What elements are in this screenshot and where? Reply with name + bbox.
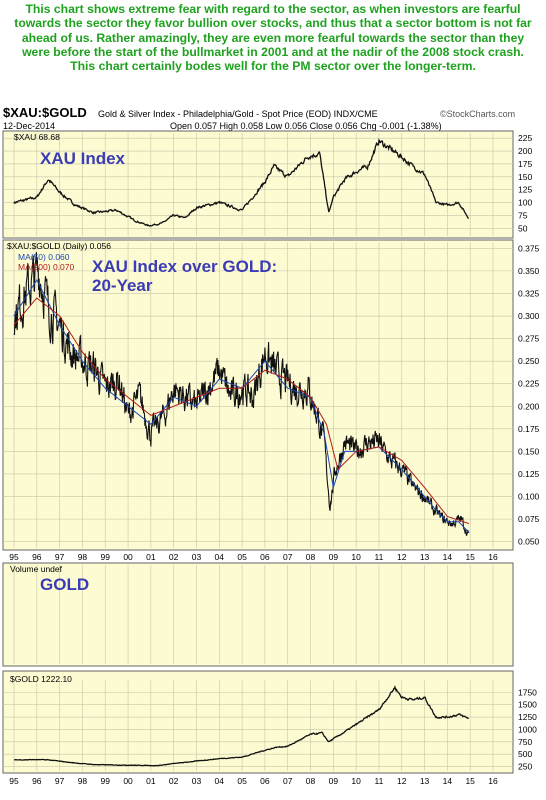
x-tick-label: 14 [443, 776, 453, 786]
y-tick-label: 0.375 [518, 243, 540, 253]
grid-layer [3, 133, 513, 771]
x-tick-label: 04 [215, 776, 225, 786]
x-tick-label: 08 [306, 552, 316, 562]
x-tick-label: 08 [306, 776, 316, 786]
panel-ratio-ma200-legend: MA(200) 0.070 [18, 262, 74, 272]
x-tick-label: 02 [169, 552, 179, 562]
x-tick-label: 00 [123, 552, 133, 562]
y-tick-label: 0.225 [518, 379, 540, 389]
panel-xau-legend: $XAU 68.68 [14, 132, 60, 142]
x-tick-label: 06 [260, 552, 270, 562]
x-tick-label: 14 [443, 552, 453, 562]
y-tick-label: 0.175 [518, 424, 540, 434]
x-tick-label: 12 [397, 552, 407, 562]
x-tick-label: 97 [55, 552, 65, 562]
x-tick-label: 96 [32, 776, 42, 786]
chart-date: 12-Dec-2014 [3, 121, 55, 131]
y-tick-label: 750 [518, 737, 532, 747]
y-tick-label: 250 [518, 762, 532, 772]
y-tick-label: 0.350 [518, 266, 540, 276]
chart-source: ©StockCharts.com [440, 109, 515, 119]
panel-ratio-label-line1: XAU Index over GOLD: [92, 257, 277, 276]
x-tick-label: 07 [283, 552, 293, 562]
x-tick-label: 16 [488, 776, 498, 786]
y-tick-label: 0.100 [518, 492, 540, 502]
y-tick-label: 0.325 [518, 288, 540, 298]
y-tick-label: 0.250 [518, 356, 540, 366]
x-tick-label: 96 [32, 552, 42, 562]
x-tick-label: 00 [123, 776, 133, 786]
y-tick-label: 200 [518, 146, 532, 156]
x-tick-label: 01 [146, 776, 156, 786]
x-tick-label: 05 [237, 776, 247, 786]
x-tick-label: 09 [329, 552, 339, 562]
panel-xau-frame [2, 130, 514, 239]
x-tick-label: 09 [329, 776, 339, 786]
panel-gold-legend: $GOLD 1222.10 [10, 674, 72, 684]
y-tick-label: 1500 [518, 700, 537, 710]
y-tick-label: 50 [518, 223, 528, 233]
chart-ohlc: Open 0.057 High 0.058 Low 0.056 Close 0.… [170, 121, 442, 131]
chart-caption: This chart shows extreme fear with regar… [14, 2, 532, 74]
x-tick-label: 12 [397, 776, 407, 786]
x-tick-label: 11 [375, 776, 384, 786]
panel-volume-legend: Volume undef [10, 564, 63, 574]
x-tick-label: 98 [78, 552, 88, 562]
x-tick-label: 16 [488, 552, 498, 562]
x-tick-label: 03 [192, 776, 202, 786]
x-tick-label: 13 [420, 776, 430, 786]
x-tick-label: 11 [375, 552, 384, 562]
x-tick-label: 95 [9, 552, 19, 562]
x-tick-label: 04 [215, 552, 225, 562]
panel-ratio-frame [2, 239, 514, 551]
x-tick-label: 01 [146, 552, 156, 562]
x-tick-label: 13 [420, 552, 430, 562]
y-tick-label: 0.150 [518, 446, 540, 456]
y-tick-label: 0.275 [518, 334, 540, 344]
x-tick-label: 06 [260, 776, 270, 786]
x-tick-label: 10 [351, 552, 361, 562]
y-tick-label: 0.200 [518, 401, 540, 411]
y-tick-label: 150 [518, 172, 532, 182]
x-tick-label: 15 [465, 776, 475, 786]
x-tick-label: 95 [9, 776, 19, 786]
xau-line [13, 138, 470, 227]
y-tick-label: 500 [518, 749, 532, 759]
x-tick-label: 97 [55, 776, 65, 786]
y-tick-label: 0.300 [518, 311, 540, 321]
x-tick-label: 98 [78, 776, 88, 786]
x-tick-label: 05 [237, 552, 247, 562]
panel-volume-frame [2, 562, 514, 667]
panel-gold-label: GOLD [40, 575, 89, 594]
ma200-line [13, 297, 470, 525]
chart-description: Gold & Silver Index - Philadelphia/Gold … [98, 109, 378, 119]
x-tick-label: 07 [283, 776, 293, 786]
y-tick-label: 100 [518, 198, 532, 208]
y-tick-label: 75 [518, 210, 528, 220]
y-tick-label: 125 [518, 185, 532, 195]
x-tick-label: 02 [169, 776, 179, 786]
y-tick-label: 0.050 [518, 537, 540, 547]
y-tick-label: 1750 [518, 687, 537, 697]
y-tick-label: 1000 [518, 724, 537, 734]
x-tick-label: 99 [101, 776, 111, 786]
data-layer: 95 95 96 96 97 97 98 98 99 99 00 00 01 01 02 02 03 03 04 04… [9, 133, 539, 786]
panel-ratio-label-line2: 20-Year [92, 276, 153, 295]
gold-line [13, 685, 469, 767]
y-tick-label: 225 [518, 133, 532, 143]
panel-xau-label: XAU Index [40, 149, 126, 168]
y-tick-label: 0.125 [518, 469, 540, 479]
y-tick-label: 175 [518, 159, 532, 169]
chart-symbol: $XAU:$GOLD [3, 105, 87, 120]
panel-gold-frame [2, 670, 514, 774]
x-tick-label: 10 [351, 776, 361, 786]
panel-ratio-ma50-legend: MA(50) 0.060 [18, 252, 70, 262]
x-tick-label: 03 [192, 552, 202, 562]
x-tick-label: 99 [101, 552, 111, 562]
x-tick-label: 15 [465, 552, 475, 562]
panel-ratio-legend: $XAU:$GOLD (Daily) 0.056 [7, 241, 111, 251]
y-tick-label: 1250 [518, 712, 537, 722]
y-tick-label: 0.075 [518, 514, 540, 524]
